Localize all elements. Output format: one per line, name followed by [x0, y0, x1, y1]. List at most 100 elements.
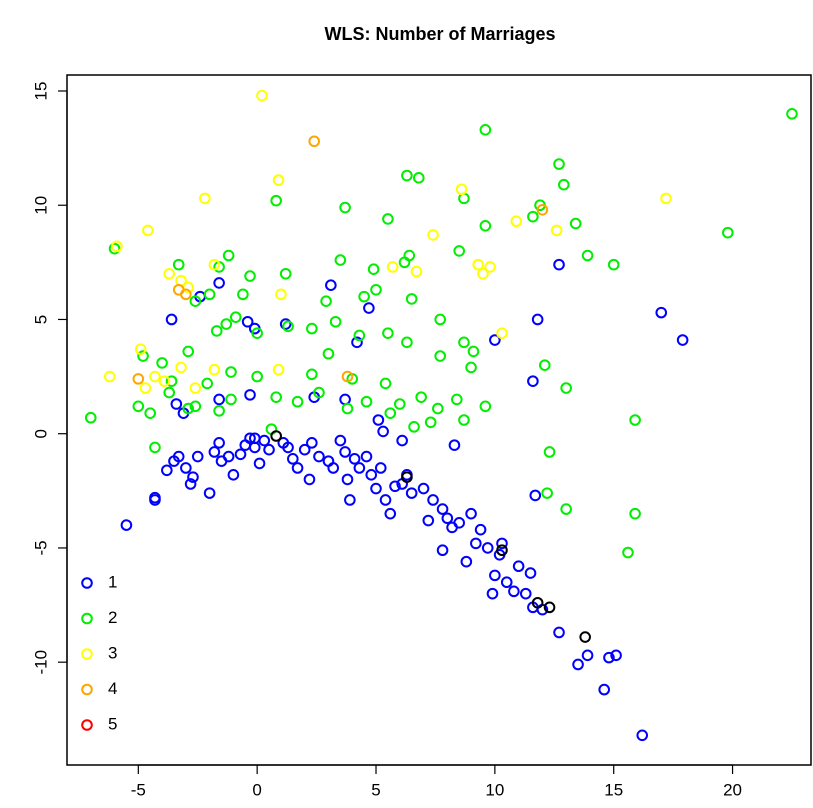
point — [291, 395, 304, 408]
point — [325, 279, 337, 291]
point — [379, 377, 392, 390]
point — [213, 277, 225, 289]
point — [655, 306, 668, 319]
point — [237, 288, 249, 301]
point — [579, 631, 591, 643]
point — [538, 359, 551, 371]
point — [479, 124, 492, 136]
point — [396, 434, 408, 447]
legend-label: 5 — [108, 714, 117, 733]
point — [384, 507, 397, 520]
point — [170, 398, 183, 410]
point — [622, 546, 634, 559]
point — [165, 375, 178, 387]
point — [553, 626, 565, 639]
point — [208, 363, 221, 376]
point — [199, 192, 211, 205]
point — [282, 441, 294, 454]
point — [320, 295, 332, 307]
point — [306, 322, 318, 335]
point — [227, 469, 240, 481]
point — [427, 229, 439, 241]
point — [389, 480, 401, 493]
point — [581, 249, 594, 262]
point — [244, 270, 256, 282]
point — [451, 393, 463, 406]
point — [208, 258, 221, 271]
point — [382, 327, 394, 339]
point — [405, 293, 418, 305]
point — [187, 471, 199, 483]
point — [163, 267, 176, 280]
point — [529, 489, 542, 502]
point — [436, 503, 449, 515]
point — [460, 555, 473, 568]
point — [189, 295, 202, 307]
point — [248, 432, 261, 445]
point — [382, 213, 394, 225]
point — [213, 437, 225, 449]
point — [213, 393, 225, 406]
point — [374, 462, 387, 474]
point — [313, 386, 325, 399]
legend-marker — [81, 612, 93, 625]
point — [486, 587, 499, 600]
point — [306, 437, 318, 449]
point — [251, 327, 263, 339]
legend-marker — [81, 577, 93, 589]
point — [436, 544, 449, 557]
point — [149, 494, 161, 506]
point — [244, 432, 256, 445]
point — [398, 256, 411, 269]
point — [279, 318, 292, 330]
point — [367, 263, 380, 276]
point — [370, 482, 382, 495]
point — [474, 523, 487, 536]
point — [524, 567, 537, 579]
point — [448, 439, 461, 451]
point — [415, 391, 427, 403]
point — [270, 391, 282, 403]
point — [427, 494, 439, 506]
point — [629, 507, 641, 520]
point — [386, 261, 399, 273]
point — [272, 363, 285, 376]
plot-frame — [66, 74, 812, 766]
point — [572, 658, 584, 671]
point — [557, 178, 570, 191]
point — [441, 512, 454, 525]
point — [270, 194, 282, 207]
point — [550, 224, 563, 237]
point — [158, 375, 171, 387]
point — [132, 400, 145, 413]
point — [417, 482, 430, 495]
point — [401, 169, 413, 182]
legend-marker — [81, 648, 93, 660]
point — [479, 400, 492, 413]
point — [581, 649, 594, 662]
point — [308, 135, 321, 148]
point — [636, 729, 649, 742]
point — [201, 377, 214, 390]
point — [84, 411, 97, 424]
point — [265, 423, 278, 435]
point — [422, 514, 435, 527]
point — [358, 290, 370, 303]
point — [453, 517, 466, 529]
point — [553, 258, 565, 271]
point — [377, 425, 389, 438]
point — [165, 313, 178, 326]
point — [479, 219, 492, 232]
point — [353, 329, 366, 342]
point — [172, 258, 185, 271]
point — [424, 416, 437, 429]
point — [275, 288, 287, 301]
point — [263, 443, 275, 456]
point — [512, 560, 525, 573]
point — [144, 407, 156, 419]
point — [341, 473, 354, 486]
point — [322, 455, 335, 467]
point — [303, 473, 316, 486]
point — [408, 421, 420, 433]
legend-label: 1 — [108, 572, 117, 591]
